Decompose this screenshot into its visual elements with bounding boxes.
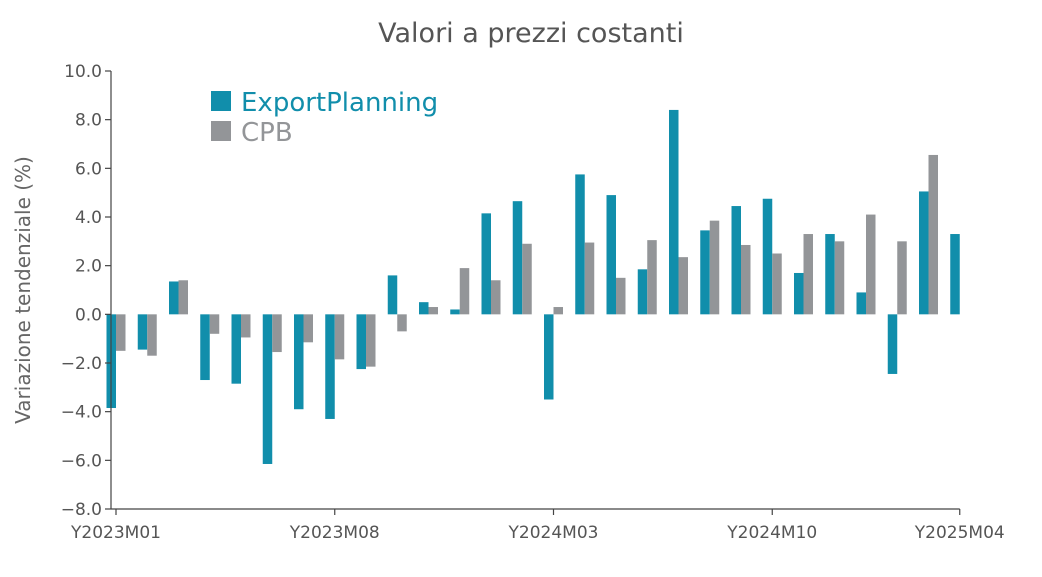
bar-exportplanning-y2025m02	[887, 314, 898, 374]
bar-cpb-y2024m09	[741, 244, 751, 315]
bar-exportplanning-y2024m02	[512, 201, 523, 315]
bar-cpb-y2025m03	[928, 154, 938, 315]
bar-cpb-y2024m01	[491, 280, 501, 315]
y-tick-label: 8.0	[75, 111, 102, 131]
legend-label-exportplanning: ExportPlanning	[241, 88, 438, 118]
bar-cpb-y2023m06	[272, 314, 282, 353]
bar-cpb-y2024m11	[803, 234, 813, 315]
bar-cpb-y2024m02	[522, 243, 532, 315]
bar-exportplanning-y2023m04	[200, 314, 210, 381]
bar-cpb-y2023m05	[241, 314, 251, 338]
bar-cpb-y2024m06	[647, 240, 657, 315]
bar-cpb-y2023m12	[459, 268, 470, 315]
legend-swatch-exportplanning	[211, 91, 231, 111]
bar-exportplanning-y2023m06	[262, 314, 273, 464]
plot-area: 10.0 8.0 6.0 4.0 2.0 0.0 −2.0 −4.0 −6.0 −8.0 Y2023…	[61, 62, 1005, 543]
bar-exportplanning-y2024m08	[700, 230, 710, 315]
bar-exportplanning-y2024m01	[481, 213, 491, 315]
bar-exportplanning-y2024m03	[544, 314, 554, 400]
bar-cpb-y2023m07	[303, 314, 313, 343]
bar-cpb-y2024m12	[834, 241, 845, 315]
bar-exportplanning-y2024m10	[762, 198, 773, 315]
x-tick-label: Y2024M10	[726, 523, 817, 543]
bar-cpb-y2024m08	[709, 220, 720, 315]
bar-cpb-y2025m02	[897, 241, 907, 315]
y-tick-label: 2.0	[75, 257, 102, 277]
bar-exportplanning-y2023m11	[419, 302, 429, 315]
y-tick-label: 6.0	[75, 159, 102, 179]
bar-cpb-y2024m03	[553, 307, 563, 315]
bar-exportplanning-y2024m09	[731, 206, 741, 315]
legend-label-cpb: CPB	[241, 118, 293, 148]
bar-exportplanning-y2023m12	[450, 309, 460, 315]
bar-exportplanning-y2025m04	[950, 234, 960, 315]
bar-cpb-y2023m03	[178, 280, 188, 315]
x-tick-label: Y2023M08	[289, 523, 380, 543]
bar-exportplanning-y2023m10	[387, 275, 398, 315]
legend-swatch-cpb	[211, 121, 231, 141]
bar-cpb-y2024m05	[616, 277, 626, 315]
y-tick-label: −2.0	[61, 354, 102, 374]
bar-cpb-y2023m10	[397, 314, 407, 332]
bar-exportplanning-y2023m08	[325, 314, 335, 419]
chart-title: Valori a prezzi costanti	[378, 18, 684, 49]
y-tick-label: −4.0	[61, 403, 102, 423]
bar-cpb-y2023m11	[428, 307, 438, 315]
bar-cpb-y2024m04	[584, 242, 595, 315]
bar-exportplanning-y2024m06	[637, 269, 648, 315]
bar-exportplanning-y2024m05	[606, 195, 616, 315]
bar-exportplanning-y2023m03	[169, 281, 179, 315]
x-tick-label: Y2025M04	[914, 523, 1005, 543]
bar-exportplanning-y2023m05	[231, 314, 241, 384]
bar-cpb-y2025m01	[866, 214, 876, 315]
x-tick-label: Y2023M01	[70, 523, 161, 543]
bar-cpb-y2023m01	[116, 314, 126, 351]
bar-exportplanning-y2024m07	[669, 109, 679, 315]
bar-exportplanning-y2023m07	[294, 314, 304, 410]
y-tick-label: 0.0	[75, 305, 102, 325]
bar-exportplanning-y2024m04	[575, 174, 585, 315]
bar-cpb-y2023m02	[147, 314, 157, 356]
y-axis-title: Variazione tendenziale (%)	[11, 156, 35, 424]
y-tick-label: −6.0	[61, 451, 102, 471]
y-tick-label: 10.0	[64, 62, 102, 82]
x-tick-label: Y2024M03	[508, 523, 599, 543]
bar-exportplanning-y2024m12	[825, 234, 835, 315]
bar-exportplanning-y2025m01	[856, 292, 866, 315]
y-tick-label: −8.0	[61, 500, 102, 520]
bar-cpb-y2024m10	[772, 253, 782, 315]
y-tick-label: 4.0	[75, 208, 102, 228]
bar-cpb-y2023m04	[209, 314, 220, 334]
bar-exportplanning-y2023m09	[356, 314, 366, 370]
bar-exportplanning-y2025m03	[919, 191, 929, 315]
bar-cpb-y2023m09	[366, 314, 376, 367]
bar-exportplanning-y2024m11	[794, 272, 804, 315]
bar-cpb-y2023m08	[334, 314, 345, 360]
bar-cpb-y2024m07	[678, 257, 688, 315]
bar-exportplanning-y2023m02	[137, 314, 148, 350]
